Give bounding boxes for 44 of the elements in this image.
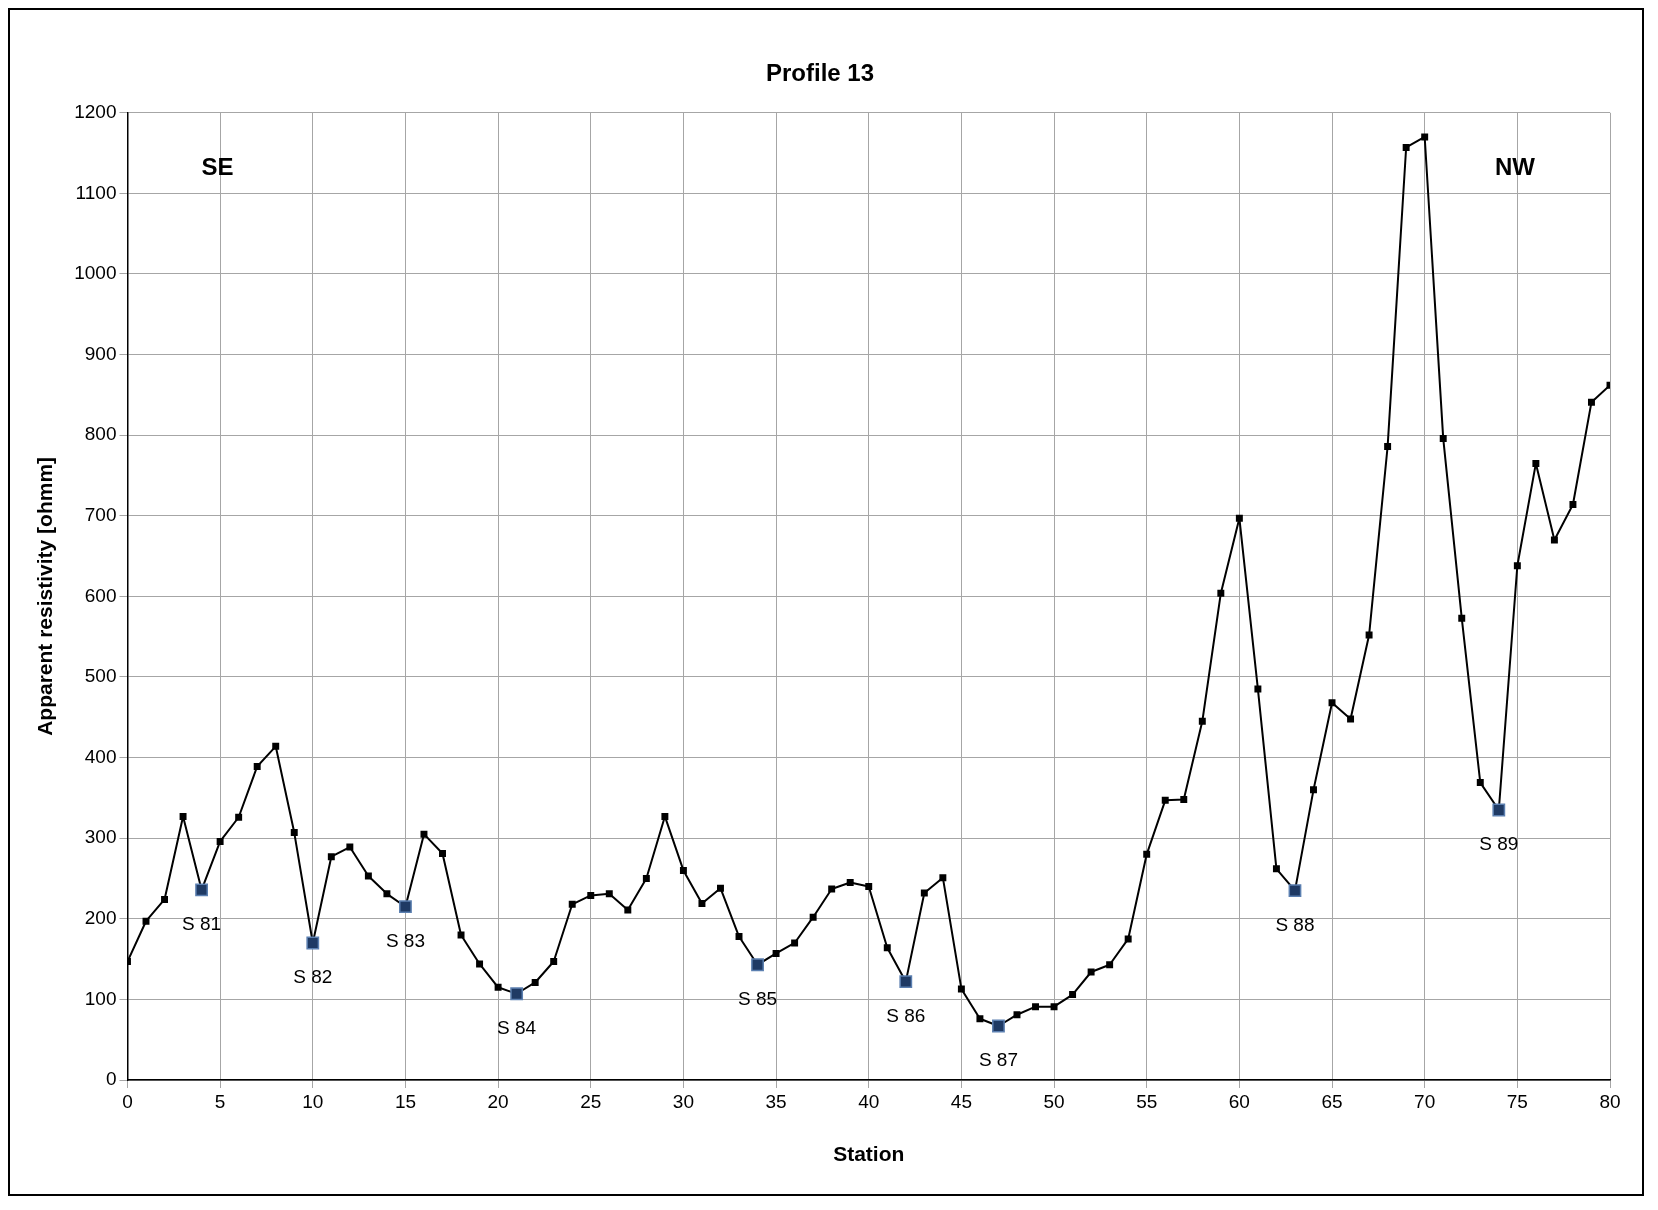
y-tick-label: 200: [84, 907, 117, 929]
y-tick-label: 300: [84, 826, 117, 848]
y-tick-label: 1200: [74, 101, 117, 123]
y-tick-label: 1100: [75, 181, 117, 203]
y-axis-title: Apparent resistivity [ohmm]: [33, 456, 57, 736]
y-tick-label: 900: [84, 342, 117, 364]
x-tick-label: 70: [1414, 1090, 1436, 1112]
annotation: S 87: [978, 1049, 1018, 1070]
x-tick-label: 80: [1599, 1090, 1621, 1112]
annotation: S 86: [886, 1004, 926, 1026]
x-tick-label: 45: [950, 1090, 972, 1112]
x-tick-label: 60: [1228, 1090, 1250, 1112]
x-tick-label: 15: [394, 1090, 417, 1112]
x-tick-label: 65: [1321, 1090, 1343, 1112]
y-tick-label: 100: [84, 987, 117, 1009]
y-tick-label: 700: [84, 504, 117, 526]
x-tick-label: 50: [1043, 1090, 1065, 1112]
x-tick-label: 20: [487, 1090, 509, 1112]
x-tick-label: 0: [122, 1090, 133, 1112]
annotation: S 81: [182, 912, 222, 934]
y-tick-label: 500: [84, 665, 117, 687]
y-tick-label: 0: [105, 1068, 117, 1090]
y-tick-label: 600: [84, 584, 117, 606]
annotation: S 85: [738, 987, 778, 1009]
annotation: S 83: [385, 929, 425, 951]
x-tick-label: 10: [302, 1090, 324, 1112]
x-tick-label: 35: [765, 1090, 787, 1112]
y-tick-label: 800: [84, 423, 117, 445]
x-tick-label: 5: [214, 1090, 226, 1112]
y-tick-label: 1000: [74, 262, 117, 284]
y-tick-label: 400: [84, 745, 117, 767]
x-tick-label: 30: [672, 1090, 694, 1112]
annotation: S 84: [497, 1016, 537, 1038]
annotation: SE: [201, 152, 234, 180]
x-tick-label: 55: [1136, 1090, 1158, 1112]
x-axis-title: Station: [833, 1142, 905, 1166]
chart-title: Profile 13: [765, 59, 875, 87]
annotation: NW: [1495, 152, 1536, 180]
annotation: S 88: [1275, 913, 1315, 935]
x-tick-label: 40: [858, 1090, 880, 1112]
x-tick-label: 75: [1506, 1090, 1528, 1112]
x-tick-label: 25: [580, 1090, 602, 1112]
annotation: S 82: [293, 965, 333, 987]
annotation: S 89: [1479, 832, 1519, 854]
